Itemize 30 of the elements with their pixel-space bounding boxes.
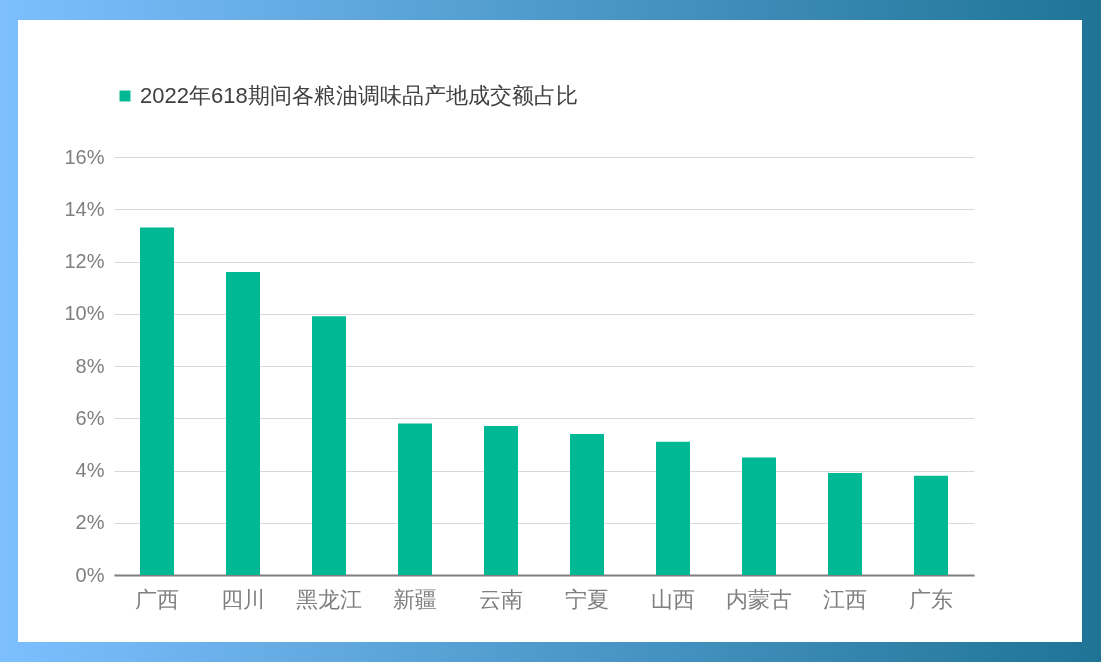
y-tick-label: 8% — [75, 354, 105, 377]
y-tick-label: 12% — [64, 250, 105, 272]
x-tick-label: 江西 — [823, 586, 867, 612]
x-tick-label: 广西 — [135, 586, 179, 612]
bar — [484, 426, 518, 575]
y-tick-label: 10% — [64, 302, 105, 325]
y-tick-label: 0% — [75, 563, 105, 586]
bar — [828, 473, 862, 575]
y-tick-label: 2% — [75, 511, 105, 534]
y-tick-label: 6% — [75, 406, 105, 429]
x-tick-label: 广东 — [909, 586, 953, 612]
x-tick-label: 新疆 — [393, 586, 437, 612]
x-tick-label: 宁夏 — [565, 586, 609, 612]
bar — [914, 475, 948, 575]
x-tick-label: 黑龙江 — [296, 586, 362, 612]
x-tick-label: 内蒙古 — [726, 586, 792, 612]
y-tick-label: 14% — [64, 197, 105, 220]
x-tick-label: 四川 — [221, 586, 265, 612]
bar — [312, 316, 346, 575]
bar — [398, 423, 432, 575]
bar — [656, 441, 690, 575]
x-tick-label: 山西 — [651, 586, 695, 612]
y-tick-label: 16% — [64, 145, 105, 168]
x-tick-label: 云南 — [479, 586, 523, 612]
bar — [140, 227, 174, 575]
legend-label: 2022年618期间各粮油调味品产地成交额占比 — [140, 83, 578, 108]
bar — [570, 433, 604, 575]
y-tick-label: 4% — [75, 459, 105, 481]
bar — [742, 457, 776, 575]
bar — [226, 271, 260, 575]
